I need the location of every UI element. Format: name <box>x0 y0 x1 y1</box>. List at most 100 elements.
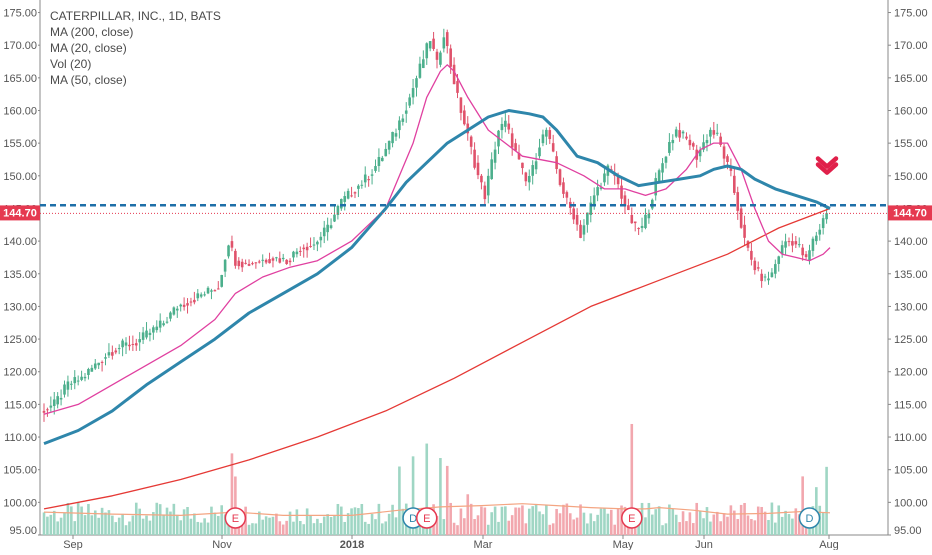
candle-body <box>193 299 196 303</box>
volume-bar <box>739 504 743 535</box>
candle-body <box>90 367 94 372</box>
volume-bar <box>278 521 282 535</box>
volume-bar <box>664 523 668 535</box>
earnings-event-marker[interactable]: E <box>621 507 643 529</box>
volume-bar <box>606 513 610 535</box>
volume-bar <box>736 519 740 535</box>
candle-body <box>299 250 302 252</box>
candle-body <box>59 397 63 400</box>
candle-body <box>203 294 206 296</box>
candle-body <box>456 81 459 93</box>
candle-body <box>654 178 658 196</box>
candle-body <box>760 273 763 282</box>
volume-bar <box>97 517 100 535</box>
dividend-event-marker[interactable]: D <box>798 507 821 529</box>
legend-item-ma200[interactable]: MA (200, close) <box>50 25 134 39</box>
volume-bar <box>326 514 329 535</box>
volume-bar <box>114 522 118 535</box>
volume-bar <box>756 506 760 535</box>
volume-bar <box>784 510 787 535</box>
volume-bar <box>353 507 357 535</box>
x-tick-label: May <box>613 539 634 550</box>
candle-body <box>186 303 189 306</box>
candle-body <box>589 202 593 215</box>
earnings-event-marker[interactable]: E <box>224 507 247 529</box>
candle-body <box>244 262 247 264</box>
candle-body <box>674 129 678 137</box>
candle-body <box>189 301 193 303</box>
y-tick-label-left: 135.00 <box>3 269 37 281</box>
volume-bar <box>452 522 456 535</box>
volume-bar <box>275 513 278 535</box>
volume-bar <box>394 517 398 535</box>
price-tag-text: 144.70 <box>3 207 37 219</box>
y-tick-label-left: 160.00 <box>3 105 37 117</box>
volume-bar <box>415 524 418 535</box>
volume-bar <box>87 504 90 535</box>
legend-item-vol[interactable]: Vol (20) <box>50 57 92 71</box>
candle-body <box>442 37 446 49</box>
legend-item-ma20[interactable]: MA (20, close) <box>50 41 127 55</box>
candle-body <box>261 259 265 261</box>
candle-body <box>521 162 524 169</box>
y-tick-label-right: 105.00 <box>894 465 928 477</box>
candle-body <box>216 288 220 290</box>
candle-body <box>165 321 169 323</box>
candle-body <box>223 259 227 272</box>
volume-bar <box>391 504 394 535</box>
volume-bar <box>657 506 661 535</box>
candle-body <box>148 332 152 335</box>
volume-bar <box>753 520 757 535</box>
candle-body <box>664 156 668 163</box>
volume-bar <box>343 521 347 535</box>
candle-body <box>469 136 473 147</box>
event-circle <box>224 507 247 529</box>
y-tick-label-left: 125.00 <box>3 334 37 346</box>
volume-bar <box>131 515 135 535</box>
volume-bar <box>213 512 217 535</box>
candle-body <box>199 294 203 297</box>
candle-body <box>93 363 97 369</box>
candle-body <box>616 175 620 185</box>
x-tick-label: Sep <box>63 539 83 550</box>
candle-body <box>131 343 135 345</box>
candle-body <box>490 159 493 180</box>
volume-bar <box>316 518 319 535</box>
volume-bar <box>750 518 753 535</box>
volume-bar <box>111 515 114 535</box>
volume-bar <box>312 523 316 535</box>
volume-bar <box>107 510 111 535</box>
candle-body <box>56 396 59 405</box>
volume-bar <box>527 508 531 535</box>
candle-body <box>623 195 627 207</box>
volume-bar <box>558 513 562 535</box>
volume-bar <box>169 511 172 535</box>
candle-body <box>377 156 381 167</box>
volume-bar <box>377 503 381 535</box>
candle-body <box>353 192 357 194</box>
chart-legend: CATERPILLAR, INC., 1D, BATS MA (200, clo… <box>50 8 221 88</box>
candle-body <box>42 410 46 413</box>
candle-body <box>722 146 726 159</box>
legend-item-ma50[interactable]: MA (50, close) <box>50 73 127 87</box>
y-tick-label-right: 120.00 <box>894 367 928 379</box>
volume-bar <box>128 521 131 535</box>
volume-bar <box>117 517 121 535</box>
candle-body <box>715 132 719 134</box>
candle-body <box>285 259 288 265</box>
volume-bar <box>603 508 606 535</box>
volume-bar <box>182 509 186 535</box>
volume-bar <box>459 508 463 535</box>
earnings-event-marker[interactable]: E <box>415 507 438 529</box>
volume-bar <box>199 522 203 535</box>
volume-bars <box>42 423 828 535</box>
y-tick-label-right: 160.00 <box>894 105 928 117</box>
candle-body <box>681 131 685 134</box>
candle-body <box>439 52 442 65</box>
candle-body <box>418 63 422 78</box>
candle-body <box>398 120 401 131</box>
candle-body <box>545 129 548 137</box>
candle-body <box>281 257 285 260</box>
